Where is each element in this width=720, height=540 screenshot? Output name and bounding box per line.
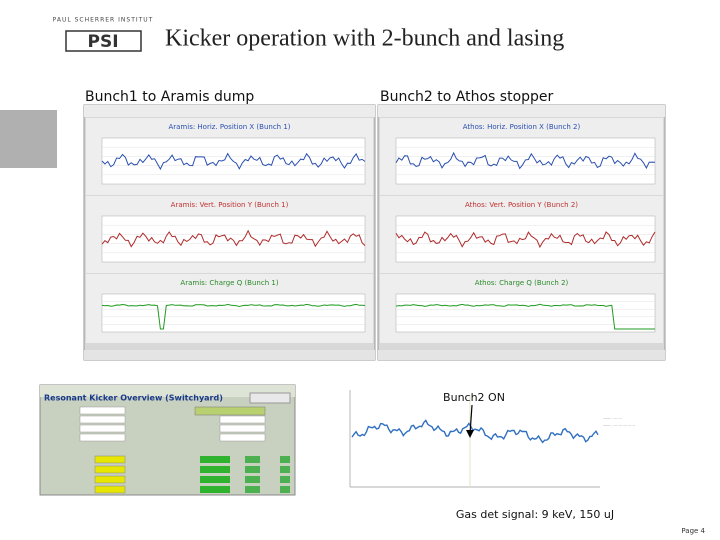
status-bar <box>378 350 665 360</box>
logo-mark: PSI <box>87 32 118 52</box>
trace <box>395 151 656 170</box>
plot-area <box>395 293 656 333</box>
menu-bar <box>378 105 665 117</box>
column-heading: Bunch2 to Athos stopper <box>380 89 554 105</box>
page-number: Page 4 <box>681 527 705 535</box>
plot-area <box>101 215 366 263</box>
legend-text: —— ·················· <box>603 423 635 428</box>
trace <box>101 229 366 248</box>
panel-title: Athos: Charge Q (Bunch 2) <box>475 279 569 287</box>
logo-frame <box>65 30 142 52</box>
kicker-screenshot: Resonant Kicker Overview (Switchyard) <box>39 384 296 496</box>
logo-text: PAUL SCHERRER INSTITUT <box>53 17 154 24</box>
trace <box>395 231 656 249</box>
panel-title: Aramis: Charge Q (Bunch 1) <box>180 279 278 287</box>
menu-bar <box>84 105 375 117</box>
trace <box>101 303 366 330</box>
plot-area <box>395 137 656 185</box>
panel-title: Aramis: Horiz. Position X (Bunch 1) <box>168 123 290 131</box>
column-heading: Bunch1 to Aramis dump <box>85 89 254 105</box>
side-block <box>0 110 57 168</box>
trace <box>395 303 655 330</box>
arrow-head <box>466 430 474 438</box>
kicker-title: Resonant Kicker Overview (Switchyard) <box>44 394 223 403</box>
slide-title: Kicker operation with 2-bunch and lasing <box>165 26 564 52</box>
gas-trace <box>351 419 599 444</box>
legend-text: —— ········ <box>603 416 622 421</box>
caption: Gas det signal: 9 keV, 150 uJ <box>456 508 614 521</box>
panel-title: Athos: Vert. Position Y (Bunch 2) <box>465 201 578 209</box>
panel-title: Aramis: Vert. Position Y (Bunch 1) <box>171 201 289 209</box>
screenshot: Aramis: Horiz. Position X (Bunch 1) Arami… <box>83 104 376 361</box>
plot-area <box>101 293 366 333</box>
status-bar <box>84 350 375 360</box>
annotation-arrow <box>469 404 473 435</box>
annotation: Bunch2 ON <box>443 391 505 404</box>
gas-plot: —— ········ —— ·················· <box>335 385 700 505</box>
panel-title: Athos: Horiz. Position X (Bunch 2) <box>463 123 581 131</box>
trace <box>101 152 366 171</box>
screenshot: Athos: Horiz. Position X (Bunch 2) Athos:… <box>377 104 666 361</box>
